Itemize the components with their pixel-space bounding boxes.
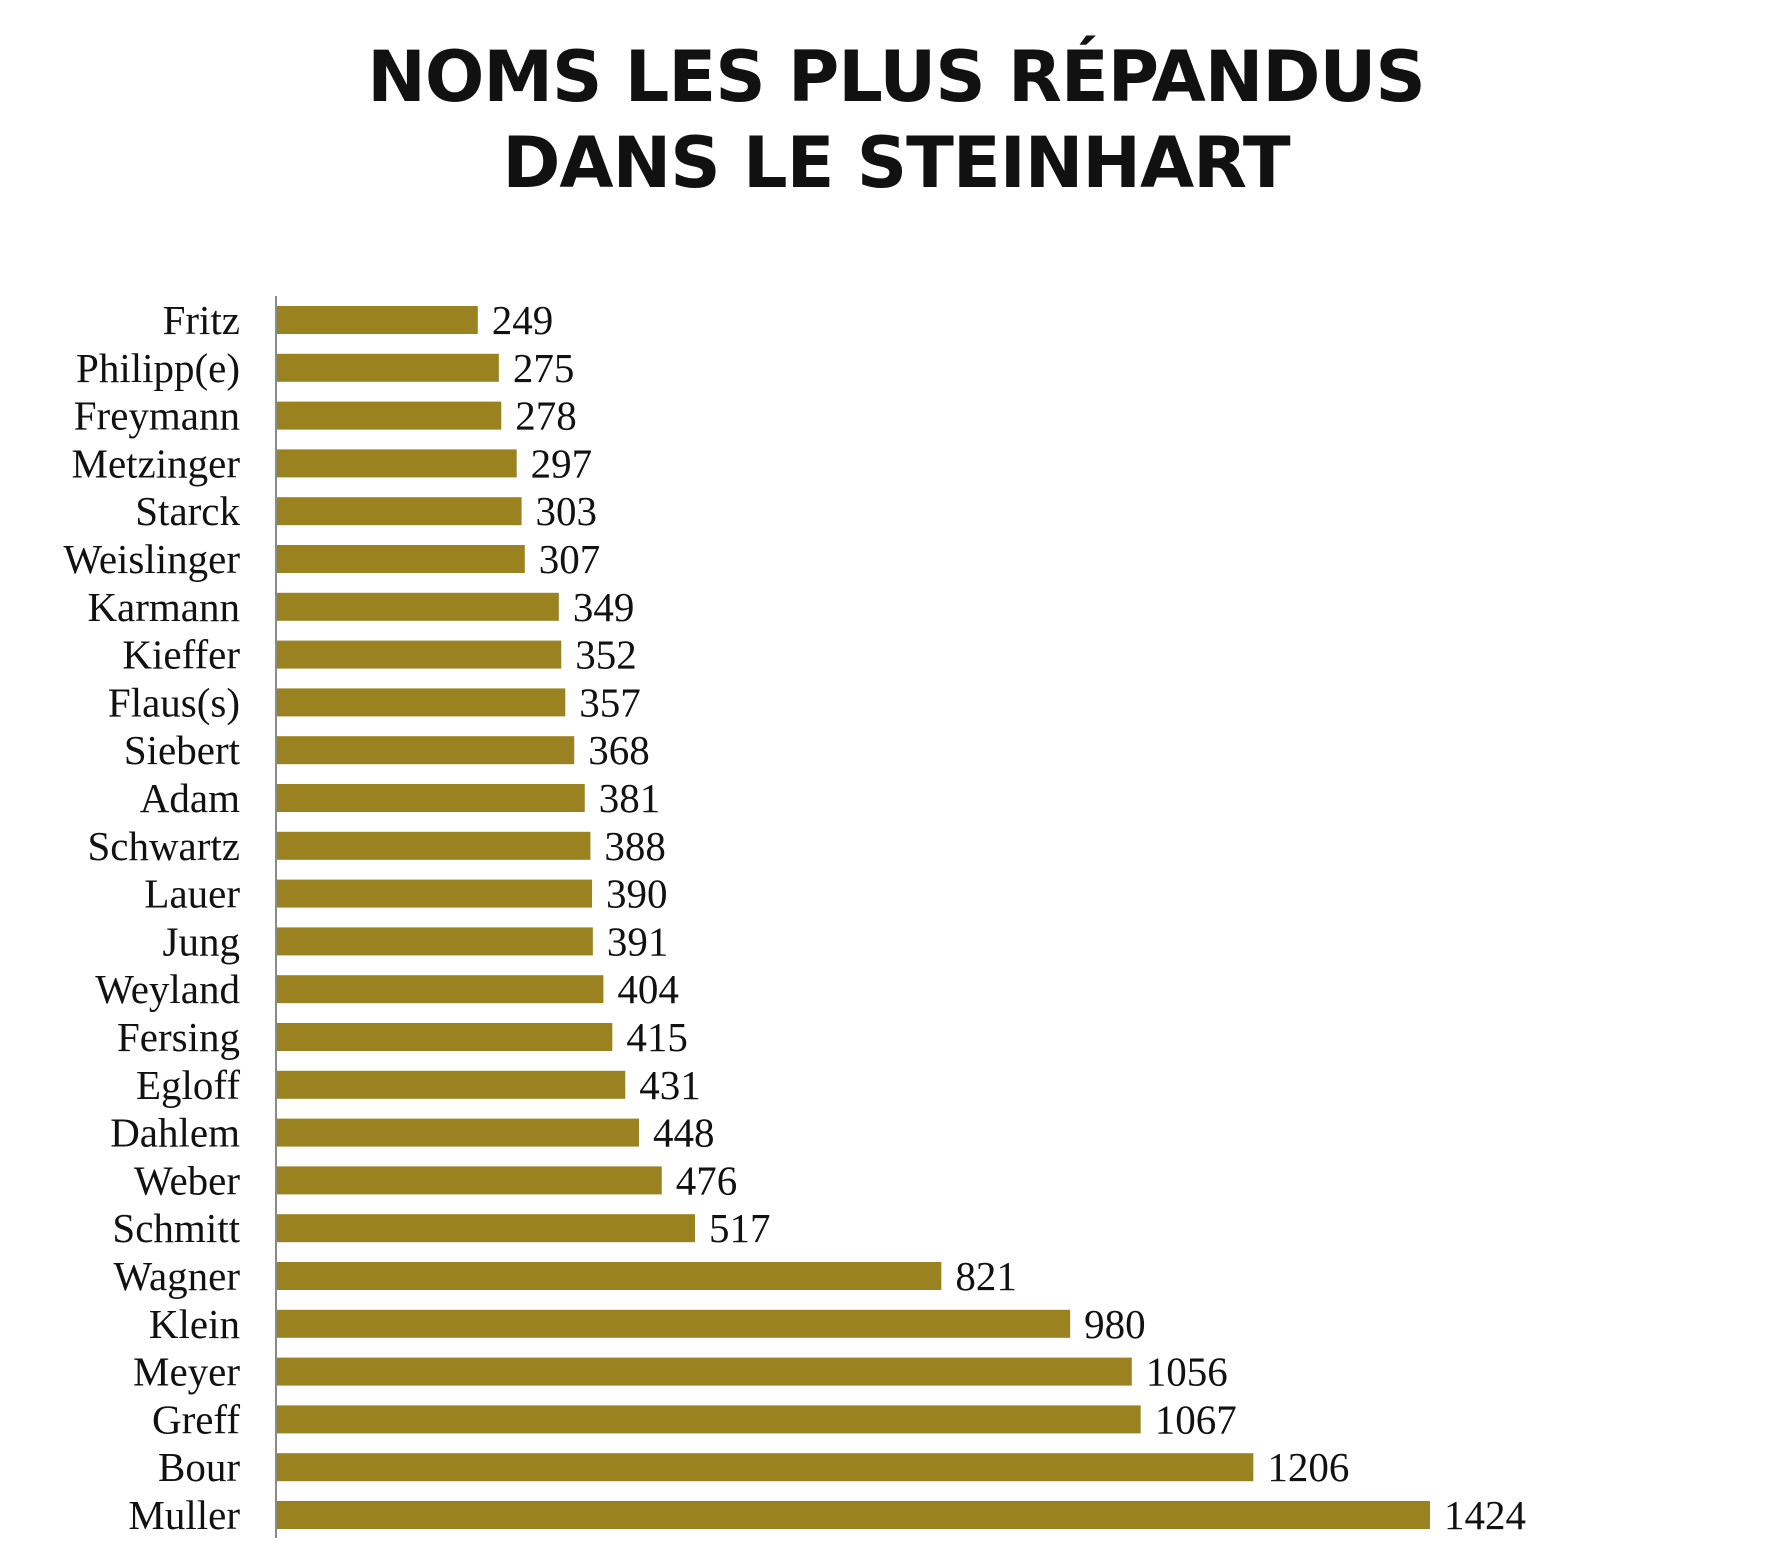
category-label: Weislinger — [63, 536, 240, 582]
bar — [276, 1118, 640, 1147]
category-label: Siebert — [124, 727, 241, 773]
value-label: 307 — [539, 536, 601, 582]
bar — [276, 592, 559, 621]
bar — [276, 497, 522, 526]
bar — [276, 353, 499, 382]
bar — [276, 831, 591, 860]
category-label: Adam — [140, 775, 240, 821]
value-label: 275 — [513, 345, 575, 391]
value-label: 1206 — [1267, 1444, 1349, 1490]
category-label: Weyland — [95, 966, 240, 1012]
category-label: Freymann — [74, 393, 240, 439]
value-label: 1056 — [1146, 1349, 1228, 1395]
category-label: Wagner — [114, 1253, 241, 1299]
value-label: 349 — [573, 584, 635, 630]
value-label: 249 — [492, 297, 554, 343]
category-label: Schmitt — [112, 1205, 240, 1251]
value-label: 404 — [617, 966, 679, 1012]
bar — [276, 545, 525, 573]
bar — [276, 1166, 662, 1195]
category-label: Philipp(e) — [76, 345, 240, 391]
bar — [276, 1405, 1141, 1434]
bar — [276, 1214, 695, 1243]
value-label: 368 — [588, 727, 650, 773]
bars-group — [276, 306, 1430, 1529]
category-label: Lauer — [144, 871, 240, 917]
category-label: Flaus(s) — [108, 679, 240, 725]
category-label: Starck — [135, 488, 240, 534]
bar — [276, 640, 562, 669]
category-label: Fritz — [163, 297, 240, 343]
bar — [276, 688, 566, 717]
value-label: 431 — [639, 1062, 701, 1108]
category-label: Weber — [134, 1157, 240, 1203]
bar — [276, 401, 502, 430]
value-label: 391 — [607, 918, 669, 964]
bar — [276, 1023, 613, 1051]
category-label: Schwartz — [87, 823, 240, 869]
value-label: 352 — [575, 632, 637, 678]
value-label: 517 — [709, 1205, 771, 1251]
value-label: 388 — [604, 823, 666, 869]
bar — [276, 1453, 1254, 1482]
value-label: 381 — [599, 775, 661, 821]
category-label: Jung — [163, 918, 240, 964]
category-label: Meyer — [133, 1349, 240, 1395]
category-label: Karmann — [87, 584, 240, 630]
bar — [276, 1070, 626, 1099]
value-label: 303 — [536, 488, 598, 534]
bar — [276, 784, 585, 812]
value-label: 980 — [1084, 1301, 1146, 1347]
bar — [276, 736, 575, 765]
bar — [276, 1357, 1132, 1386]
category-label: Egloff — [136, 1062, 240, 1108]
value-label: 476 — [676, 1157, 738, 1203]
value-label: 357 — [579, 679, 641, 725]
category-labels: FritzPhilipp(e)FreymannMetzingerStarckWe… — [63, 297, 240, 1538]
value-label: 1067 — [1155, 1396, 1237, 1442]
chart-title-line-1: NOMS LES PLUS RÉPANDUS — [367, 36, 1426, 118]
category-label: Dahlem — [110, 1110, 240, 1156]
value-label: 297 — [531, 440, 593, 486]
category-label: Bour — [158, 1444, 240, 1490]
bar — [276, 1262, 942, 1290]
category-label: Metzinger — [72, 440, 241, 486]
category-label: Fersing — [117, 1014, 240, 1060]
category-label: Muller — [128, 1492, 240, 1538]
category-label: Kieffer — [122, 632, 240, 678]
value-label: 821 — [955, 1253, 1017, 1299]
bar — [276, 1309, 1071, 1338]
bar — [276, 879, 593, 908]
bar — [276, 449, 517, 478]
value-label: 1424 — [1444, 1492, 1526, 1538]
bar — [276, 306, 478, 334]
category-label: Greff — [152, 1396, 240, 1442]
chart-title: NOMS LES PLUS RÉPANDUS DANS LE STEINHART — [0, 34, 1792, 206]
bar — [276, 975, 604, 1004]
value-label: 278 — [515, 393, 577, 439]
bar — [276, 1501, 1430, 1529]
value-label: 415 — [626, 1014, 688, 1060]
bar — [276, 927, 593, 956]
value-label: 448 — [653, 1110, 715, 1156]
value-labels: 2492752782973033073493523573683813883903… — [492, 297, 1526, 1538]
category-label: Klein — [149, 1301, 240, 1347]
chart-title-line-2: DANS LE STEINHART — [502, 122, 1290, 204]
value-label: 390 — [606, 871, 668, 917]
